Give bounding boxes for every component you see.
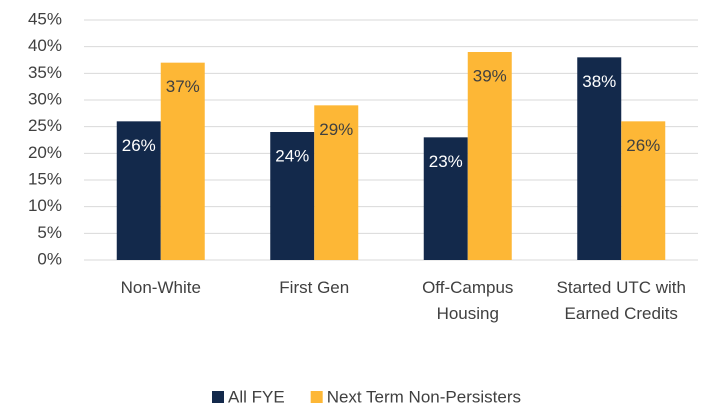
data-label: 26% (122, 136, 156, 155)
data-label: 39% (473, 66, 507, 85)
data-label: 23% (429, 152, 463, 171)
x-tick-label: Started UTC with Earned Credits (556, 278, 686, 323)
data-label: 37% (166, 77, 200, 96)
y-tick-label: 10% (28, 196, 62, 215)
bar (116, 121, 161, 260)
data-label: 24% (275, 146, 309, 165)
y-tick-label: 25% (28, 116, 62, 135)
y-tick-label: 40% (28, 36, 62, 55)
legend-swatch (310, 391, 323, 403)
bar (314, 105, 359, 260)
bar (270, 132, 315, 260)
bar (577, 57, 622, 261)
y-tick-label: 15% (28, 169, 62, 188)
y-tick-label: 30% (28, 89, 62, 108)
y-tick-label: 5% (37, 223, 62, 242)
bar (621, 121, 666, 260)
x-tick-label: Off-Campus Housing (422, 278, 514, 323)
y-tick-label: 20% (28, 143, 62, 162)
data-label: 26% (626, 136, 660, 155)
legend-label: Next Term Non-Persisters (327, 387, 521, 406)
data-label: 29% (319, 120, 353, 139)
y-tick-label: 0% (37, 249, 62, 268)
legend-swatch (212, 391, 224, 403)
y-tick-label: 35% (28, 63, 62, 82)
bar (160, 62, 205, 260)
x-tick-label: Non-White (120, 278, 201, 297)
bar (467, 52, 512, 260)
x-tick-label: First Gen (279, 278, 350, 297)
legend-label: All FYE (228, 387, 285, 406)
bar (423, 137, 468, 260)
data-label: 38% (582, 72, 616, 91)
y-tick-label: 45% (28, 9, 62, 28)
